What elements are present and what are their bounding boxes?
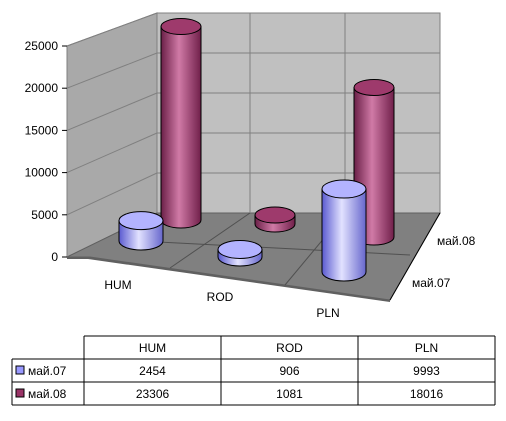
y-tick-label: 10000 xyxy=(25,166,59,180)
depth-tick-label: май.08 xyxy=(437,234,476,248)
series-axis-labels: май.07 май.08 xyxy=(389,212,476,301)
gridline-side xyxy=(66,52,158,89)
table-cell: 1081 xyxy=(276,387,303,401)
depth-axis-line xyxy=(389,212,441,301)
table-row-label: май.07 xyxy=(28,364,67,378)
cylinder-body xyxy=(321,188,367,282)
bar-pln-series-1 xyxy=(321,179,367,282)
y-tick-label: 15000 xyxy=(25,123,59,137)
y-tick-label: 0 xyxy=(51,250,58,264)
gridline-side xyxy=(66,172,158,216)
legend-key xyxy=(15,388,25,398)
x-tick-label: PLN xyxy=(316,306,339,320)
y-tick-label: 5000 xyxy=(31,208,58,222)
table-header: ROD xyxy=(276,341,303,355)
table-header: HUM xyxy=(139,341,166,355)
bars xyxy=(118,18,395,282)
table-cell: 9993 xyxy=(413,364,440,378)
bar-rod-series-2 xyxy=(254,206,296,233)
cylinder-top xyxy=(321,179,367,199)
x-tick-label: HUM xyxy=(104,278,131,292)
legend-key xyxy=(15,365,25,375)
cylinder-body xyxy=(160,26,202,229)
y-tick-label: 20000 xyxy=(25,81,59,95)
table-cell: 906 xyxy=(279,364,299,378)
table-header: PLN xyxy=(415,341,438,355)
cylinder-top xyxy=(160,18,202,36)
x-axis-labels: HUM ROD PLN xyxy=(104,278,339,320)
gridline-side xyxy=(66,12,158,47)
y-axis-ticks: 0 5000 10000 15000 20000 25000 xyxy=(25,39,67,264)
bar-rod-series-1 xyxy=(217,239,263,267)
y-tick-label: 25000 xyxy=(25,39,59,53)
table-cell: 18016 xyxy=(410,387,444,401)
gridline-side xyxy=(66,92,158,131)
x-tick-label: ROD xyxy=(207,290,234,304)
cylinder-top xyxy=(254,206,296,224)
bar-hum-series-1 xyxy=(118,211,164,251)
cylinder-top xyxy=(353,78,395,96)
data-table: HUM ROD PLN май.07 2454 906 9993 май.08 23306 108… xyxy=(11,335,496,406)
floor-line xyxy=(169,212,251,269)
depth-tick-label: май.07 xyxy=(412,276,451,290)
gridline-side xyxy=(66,132,158,174)
table-cell: 2454 xyxy=(139,364,166,378)
cylinder-top xyxy=(118,211,164,231)
bar-hum-series-2 xyxy=(160,18,202,229)
cylinder-top xyxy=(217,239,263,259)
table-cell: 23306 xyxy=(136,387,170,401)
table-row-label: май.08 xyxy=(28,387,67,401)
